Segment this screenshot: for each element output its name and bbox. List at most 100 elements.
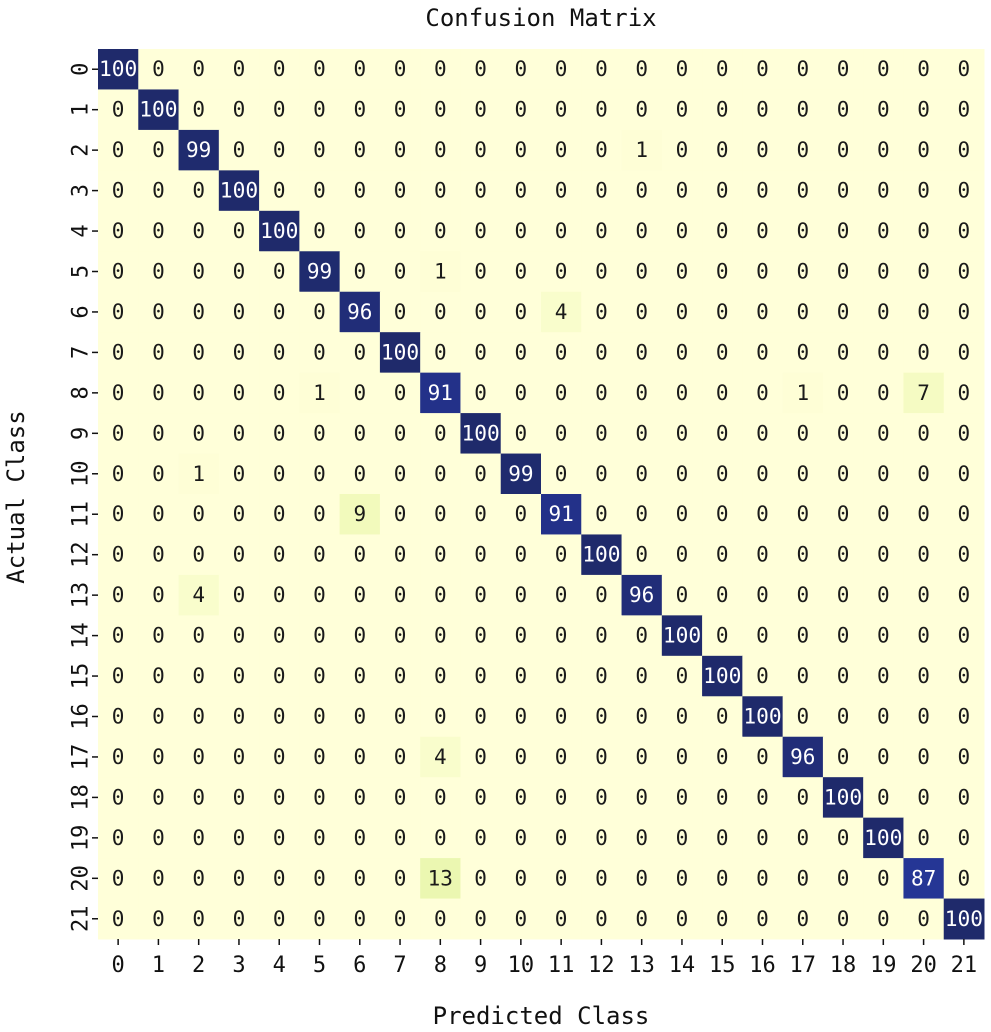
heatmap-cell — [541, 615, 582, 657]
x-tick-label: 20 — [910, 953, 937, 978]
heatmap-cell — [138, 453, 180, 495]
heatmap-cell — [742, 332, 784, 374]
cell-value-label: 0 — [353, 705, 366, 729]
heatmap-cell — [903, 494, 945, 535]
heatmap-cell — [661, 574, 703, 616]
cell-value-label: 0 — [394, 462, 407, 486]
heatmap-cell — [943, 736, 985, 778]
cell-value-label: 0 — [313, 785, 326, 809]
heatmap-cell — [782, 494, 824, 535]
heatmap-cell — [541, 49, 582, 90]
heatmap-cell — [702, 817, 743, 859]
heatmap-cell — [742, 615, 784, 657]
cell-value-label: 0 — [434, 907, 447, 931]
cell-value-label: 0 — [595, 462, 608, 486]
heatmap-cell — [299, 534, 341, 576]
cell-value-label: 0 — [958, 340, 971, 364]
cell-value-label: 0 — [756, 340, 769, 364]
cell-value-label: 0 — [676, 785, 689, 809]
heatmap-cell — [138, 332, 180, 374]
heatmap-cell — [863, 534, 904, 576]
heatmap-cell — [863, 736, 904, 778]
heatmap-cell — [863, 49, 904, 90]
cell-value-label: 0 — [233, 826, 246, 850]
cell-value-label: 0 — [877, 907, 890, 931]
heatmap-cell — [500, 453, 542, 495]
cell-value-label: 0 — [353, 219, 366, 243]
cell-value-label: 0 — [152, 583, 165, 607]
heatmap-cell — [822, 858, 864, 900]
y-tick-label: 10 — [69, 461, 94, 488]
cell-value-label: 0 — [716, 826, 729, 850]
cell-value-label: 0 — [192, 57, 205, 81]
heatmap-cell — [500, 696, 542, 738]
heatmap-cell — [661, 615, 703, 657]
heatmap-cell — [661, 453, 703, 495]
heatmap-cell — [903, 170, 945, 212]
heatmap-cell — [822, 777, 864, 819]
cell-value-label: 0 — [192, 179, 205, 203]
heatmap-cell — [218, 655, 260, 697]
cell-value-label: 0 — [313, 624, 326, 648]
heatmap-cell — [661, 291, 703, 333]
cell-value-label: 0 — [635, 421, 648, 445]
heatmap-cell — [299, 453, 341, 495]
heatmap-cell — [339, 89, 381, 131]
heatmap-cell — [742, 696, 784, 738]
cell-value-label: 0 — [676, 219, 689, 243]
cell-value-label: 0 — [595, 138, 608, 162]
heatmap-cell — [863, 574, 904, 616]
heatmap-cell — [98, 89, 139, 131]
heatmap-cell — [339, 898, 381, 940]
heatmap-cell — [98, 210, 139, 252]
heatmap-cell — [259, 817, 300, 859]
heatmap-cell — [259, 655, 300, 697]
heatmap-cell — [379, 89, 421, 131]
heatmap-cell — [903, 655, 945, 697]
cell-value-label: 0 — [273, 138, 286, 162]
cell-value-label: 0 — [192, 340, 205, 364]
heatmap-cell — [138, 170, 180, 212]
heatmap-cell — [460, 777, 502, 819]
cell-value-label: 0 — [474, 866, 487, 890]
cell-value-label: 100 — [703, 664, 741, 688]
cell-value-label: 0 — [233, 260, 246, 284]
cell-value-label: 0 — [635, 260, 648, 284]
cell-value-label: 0 — [192, 745, 205, 769]
cell-value-label: 0 — [152, 664, 165, 688]
heatmap-cell — [460, 291, 502, 333]
heatmap-cell — [581, 615, 623, 657]
cell-value-label: 0 — [837, 907, 850, 931]
heatmap-cell — [742, 574, 784, 616]
cell-value-label: 0 — [555, 462, 568, 486]
heatmap-cell — [500, 89, 542, 131]
cell-value-label: 0 — [676, 705, 689, 729]
cell-value-label: 0 — [676, 826, 689, 850]
cell-value-label: 0 — [515, 705, 528, 729]
cell-value-label: 0 — [152, 57, 165, 81]
heatmap-cell — [621, 210, 663, 252]
cell-value-label: 0 — [917, 340, 930, 364]
heatmap-cell — [379, 453, 421, 495]
heatmap-cell — [339, 696, 381, 738]
heatmap-cell — [943, 372, 985, 414]
heatmap-cell — [782, 898, 824, 940]
cell-value-label: 0 — [595, 785, 608, 809]
cell-value-label: 0 — [353, 462, 366, 486]
cell-value-label: 0 — [394, 543, 407, 567]
cell-value-label: 0 — [837, 826, 850, 850]
heatmap-cell — [863, 898, 904, 940]
cell-value-label: 0 — [474, 664, 487, 688]
cell-value-label: 0 — [837, 219, 850, 243]
heatmap-cell — [218, 413, 260, 455]
cell-value-label: 0 — [917, 745, 930, 769]
x-axis-label: Predicted Class — [433, 1002, 650, 1030]
cell-value-label: 0 — [474, 583, 487, 607]
cell-value-label: 100 — [220, 179, 258, 203]
cell-value-label: 0 — [917, 907, 930, 931]
heatmap-cell — [702, 858, 743, 900]
cell-value-label: 0 — [635, 98, 648, 122]
heatmap-cell — [379, 170, 421, 212]
